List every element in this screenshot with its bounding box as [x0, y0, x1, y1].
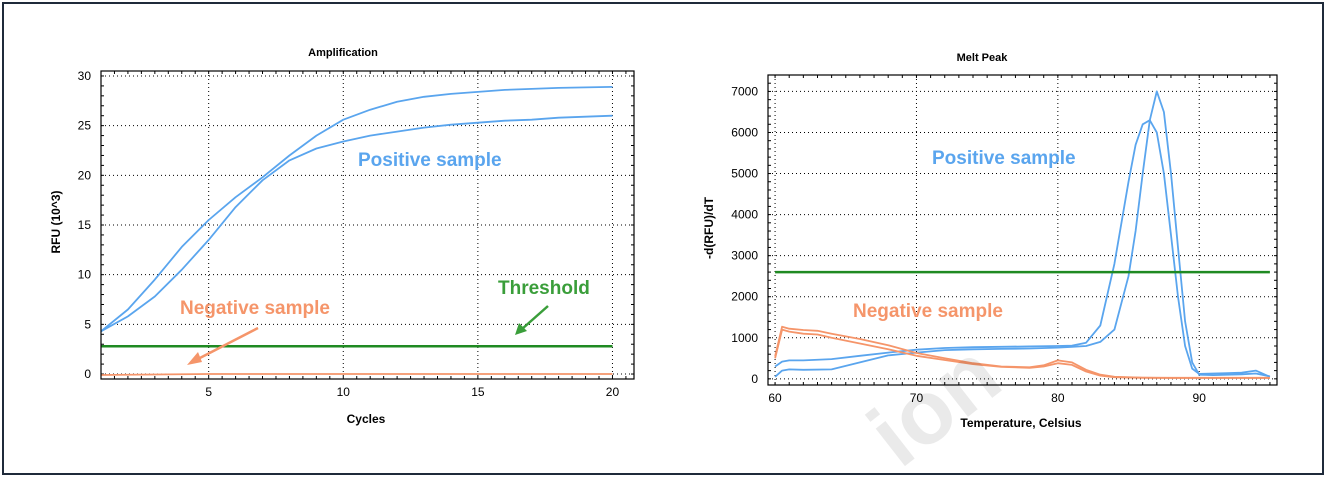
melt-xtick-label: 80	[1051, 391, 1065, 405]
amplification-positive-series-line	[100, 114, 613, 333]
melt-ytick-label: 7000	[731, 84, 758, 98]
amplification-positive-label: Positive sample	[358, 150, 502, 171]
negative-arrow-icon	[187, 326, 259, 365]
melt-negative-label: Negative sample	[853, 301, 1003, 322]
melt-ytick-label: 5000	[731, 167, 758, 181]
amplification-xtick-label: 20	[606, 385, 620, 399]
melt-xtick-label: 70	[910, 391, 924, 405]
amplification-negative-series-line	[100, 373, 613, 376]
melt-ytick-label: 2000	[731, 290, 758, 304]
amplification-ytick-label: 15	[78, 218, 92, 232]
amplification-ytick-label: 0	[84, 367, 91, 381]
amplification-ytick-label: 10	[78, 268, 92, 282]
melt-ytick-label: 1000	[731, 331, 758, 345]
melt-ytick-label: 6000	[731, 125, 758, 139]
melt-peak-xlabel: Temperature, Celsius	[960, 416, 1081, 430]
amplification-ytick-label: 30	[78, 69, 92, 83]
amplification-xlabel: Cycles	[347, 412, 386, 426]
amplification-xtick-label: 15	[471, 385, 485, 399]
amplification-negative-label: Negative sample	[180, 298, 330, 319]
amplification-title: Amplification	[308, 47, 378, 59]
amplification-chart: Amplification Cycles RFU (10^3) 5 10 15 20 0…	[49, 47, 635, 426]
melt-ytick-label: 4000	[731, 208, 758, 222]
melt-positive-label: Positive sample	[932, 148, 1076, 169]
melt-ytick-label: 0	[751, 372, 758, 386]
melt-peak-title: Melt Peak	[957, 52, 1009, 64]
melt-plot-frame	[767, 74, 1278, 386]
melt-xtick-label: 90	[1193, 391, 1207, 405]
threshold-arrow-icon	[515, 305, 549, 335]
melt-peak-ylabel: -d(RFU)/dT	[702, 196, 716, 259]
melt-negative-series-line	[774, 325, 1270, 379]
melt-positive-series-line	[774, 90, 1271, 378]
amplification-xtick-label: 10	[337, 385, 351, 399]
amplification-positive-series-line	[100, 86, 613, 332]
amplification-plot-frame	[100, 70, 635, 380]
amplification-ylabel: RFU (10^3)	[49, 190, 63, 253]
amplification-ytick-label: 20	[78, 168, 92, 182]
melt-xtick-label: 60	[768, 391, 782, 405]
amplification-ytick-label: 25	[78, 119, 92, 133]
amplification-xtick-label: 5	[205, 385, 212, 399]
amplification-threshold-label: Threshold	[498, 278, 590, 299]
melt-ytick-label: 3000	[731, 249, 758, 263]
melt-peak-chart: Melt Peak Temperature, Celsius -d(RFU)/d…	[702, 52, 1278, 430]
amplification-ytick-label: 5	[84, 317, 91, 331]
